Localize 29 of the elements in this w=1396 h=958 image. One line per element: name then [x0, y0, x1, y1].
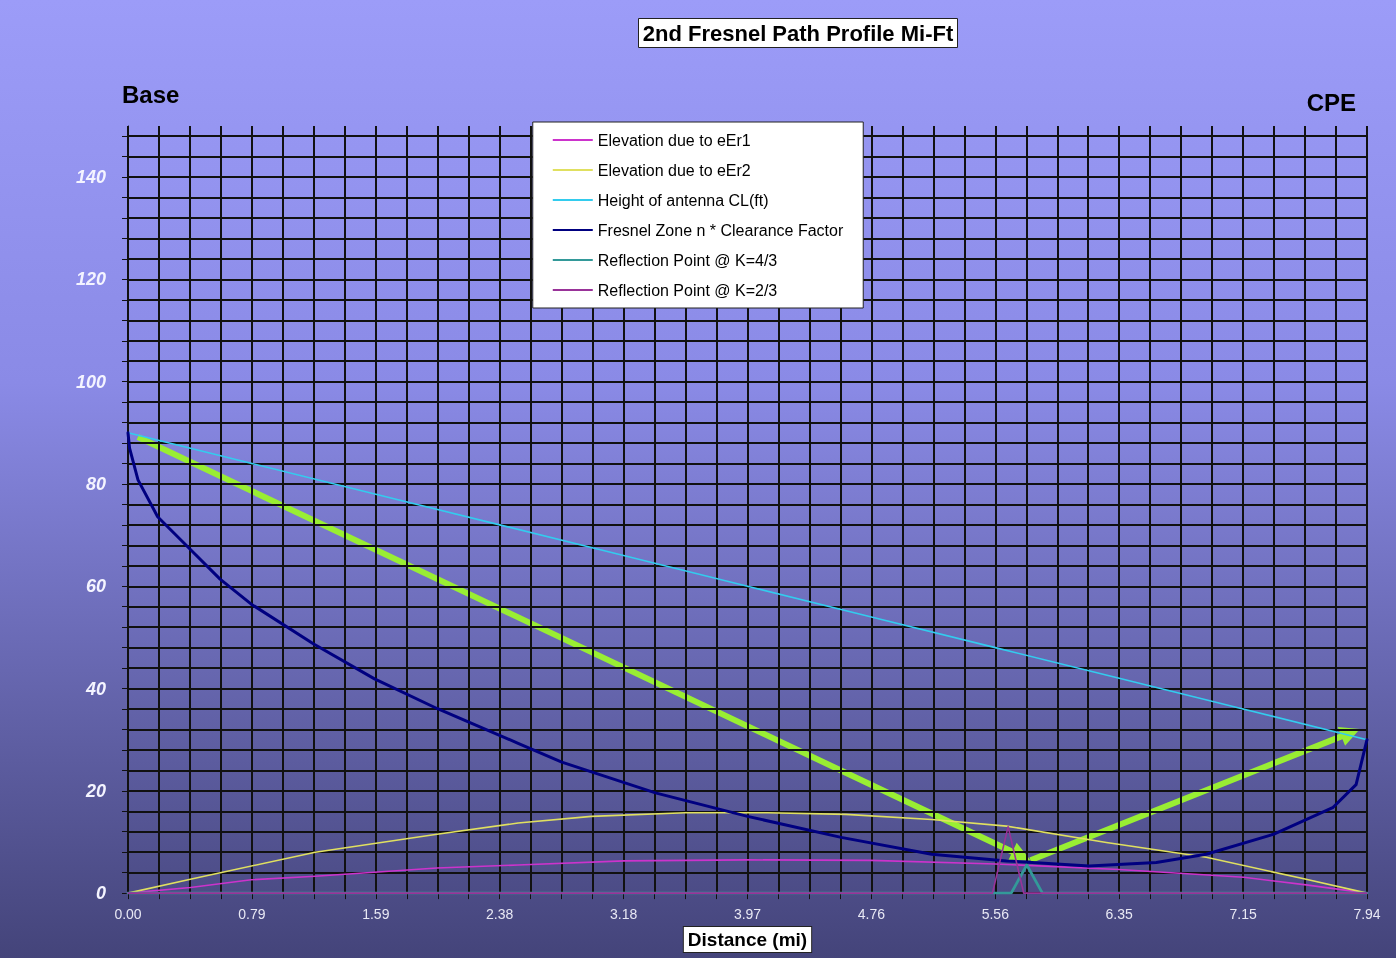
x-axis-title: Distance (mi): [687, 929, 808, 950]
y-tick-label: 140: [75, 167, 106, 188]
x-tick-label: 3.18: [609, 906, 638, 923]
y-tick-label: 20: [84, 780, 106, 801]
x-tick-label: 2.38: [486, 906, 514, 923]
x-tick-label: 4.76: [857, 906, 886, 923]
legend-label: Reflection Point @ K=4/3: [597, 251, 778, 269]
y-tick-label: 100: [75, 371, 106, 392]
x-tick-label: 0.79: [238, 906, 266, 923]
legend-label: Elevation due to eEr1: [597, 131, 751, 149]
y-tick-label: 80: [85, 473, 106, 494]
legend-label: Fresnel Zone n * Clearance Factor: [597, 221, 844, 239]
chart-title: 2nd Fresnel Path Profile Mi-Ft: [642, 20, 954, 46]
legend-label: Height of antenna CL(ft): [597, 191, 769, 209]
x-tick-label: 5.56: [981, 906, 1010, 923]
x-tick-label: 3.97: [733, 906, 762, 923]
x-tick-label: 7.15: [1229, 906, 1257, 923]
y-tick-label: 60: [85, 576, 106, 597]
x-tick-label: 6.35: [1105, 906, 1134, 923]
y-tick-label: 0: [95, 883, 106, 904]
y-tick-label: 120: [75, 269, 106, 290]
x-tick-label: 0.00: [114, 906, 142, 923]
legend-label: Reflection Point @ K=2/3: [597, 281, 778, 299]
text: CPE: [1306, 88, 1357, 116]
y-tick-label: 40: [84, 678, 106, 699]
text: Base: [122, 80, 180, 108]
legend-label: Elevation due to eEr2: [597, 161, 751, 179]
x-tick-label: 1.59: [362, 906, 390, 923]
x-tick-label: 7.94: [1353, 906, 1381, 923]
